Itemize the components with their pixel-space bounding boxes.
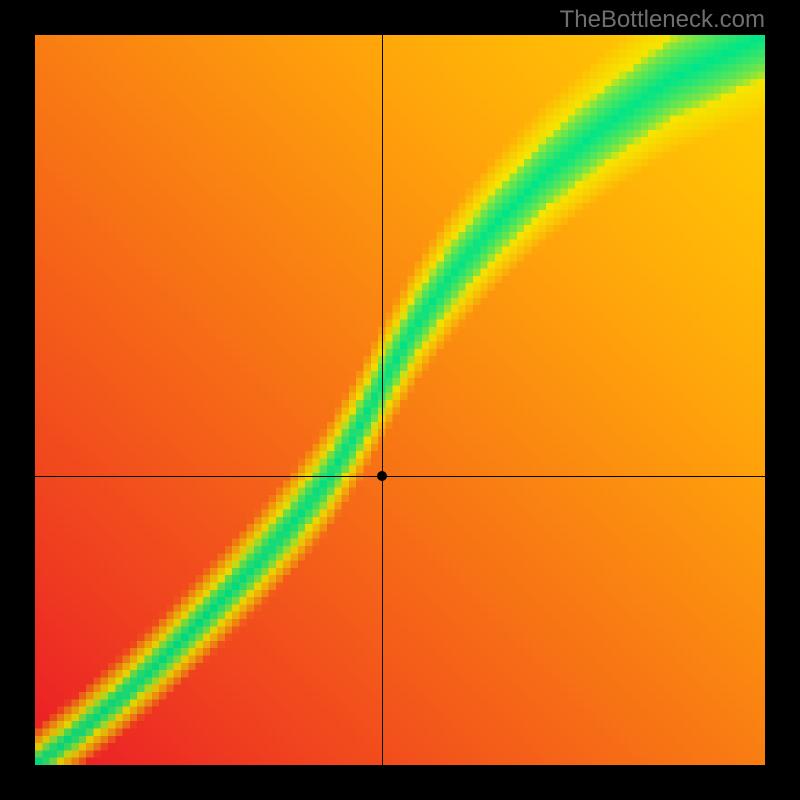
crosshair-vertical [382, 35, 383, 765]
selection-marker [377, 471, 387, 481]
chart-container: TheBottleneck.com [0, 0, 800, 800]
heatmap-canvas [35, 35, 765, 765]
watermark-text: TheBottleneck.com [560, 6, 765, 34]
crosshair-horizontal [35, 476, 765, 477]
